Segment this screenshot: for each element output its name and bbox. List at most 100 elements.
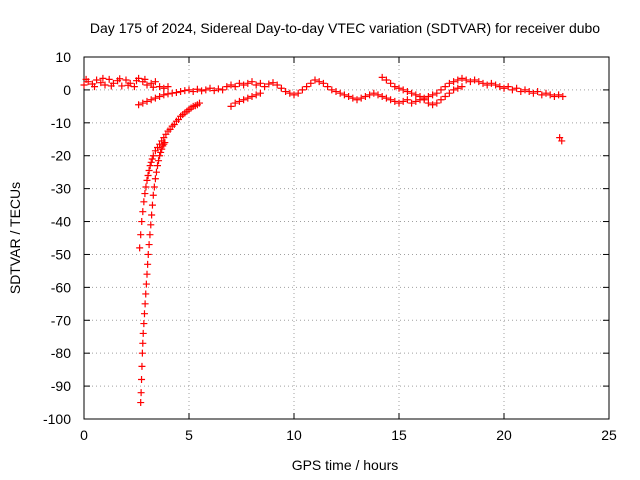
data-point [148, 201, 156, 209]
data-point [140, 320, 148, 328]
data-point [403, 88, 411, 96]
data-point [424, 92, 432, 100]
data-point [517, 88, 525, 96]
data-point [219, 86, 227, 94]
data-point [151, 175, 159, 183]
data-point [138, 349, 146, 357]
grid-lines [84, 57, 609, 419]
data-point [361, 92, 369, 100]
data-point [231, 83, 239, 91]
y-tick-label: 10 [55, 49, 71, 65]
data-point [160, 140, 168, 148]
data-point [529, 89, 537, 97]
data-point [542, 89, 550, 97]
data-point [492, 81, 500, 89]
data-point [160, 91, 168, 99]
data-point [139, 329, 147, 337]
data-point [471, 76, 479, 84]
data-point [450, 78, 458, 86]
data-point [504, 83, 512, 91]
data-point [445, 89, 453, 97]
data-point [496, 83, 504, 91]
data-point [307, 79, 315, 87]
data-point [144, 171, 152, 179]
data-point [157, 148, 165, 156]
y-tick-label: 0 [63, 82, 71, 98]
y-axis-label: SDTVAR / TECUs [7, 182, 23, 294]
data-point [521, 86, 529, 94]
series-recovery-curve [136, 99, 203, 252]
x-tick-label: 15 [391, 427, 407, 443]
y-tick-label: -90 [51, 378, 71, 394]
data-point [80, 81, 88, 89]
y-tick-label: -40 [51, 214, 71, 230]
data-point [139, 208, 147, 216]
data-point [148, 155, 156, 163]
data-point [450, 86, 458, 94]
data-point [130, 83, 138, 91]
data-point [156, 92, 164, 100]
data-point [437, 86, 445, 94]
data-point [154, 162, 161, 170]
data-point [378, 73, 386, 81]
data-point [336, 89, 344, 97]
data-point [206, 84, 214, 92]
data-points [80, 73, 567, 407]
data-point [240, 81, 248, 89]
data-point [462, 76, 470, 84]
data-point [244, 94, 252, 102]
data-point [391, 83, 399, 91]
data-point [244, 79, 252, 87]
data-point [424, 99, 432, 107]
x-axis-label: GPS time / hours [292, 457, 399, 473]
data-point [138, 376, 146, 384]
data-point [156, 152, 164, 160]
y-tick-label: -80 [51, 345, 71, 361]
data-point [145, 241, 153, 249]
data-point [143, 97, 151, 105]
data-point [196, 99, 203, 107]
data-point [143, 176, 151, 184]
data-point [311, 76, 319, 84]
data-point [441, 92, 449, 100]
data-point [164, 90, 172, 98]
data-point [101, 81, 109, 89]
data-point [138, 218, 146, 226]
data-point [105, 75, 113, 83]
data-point [181, 87, 189, 95]
data-point [395, 84, 403, 92]
data-point [454, 84, 462, 92]
data-point [332, 88, 340, 96]
data-point [441, 83, 449, 91]
data-point [147, 221, 155, 229]
data-point [91, 83, 98, 91]
data-point [151, 78, 159, 86]
data-point [412, 91, 420, 99]
data-point [210, 87, 218, 95]
plot-frame [83, 56, 610, 420]
data-point [235, 79, 243, 87]
data-point [223, 83, 231, 91]
data-point [145, 167, 153, 175]
data-point [558, 137, 566, 145]
data-point [340, 91, 348, 99]
data-point [357, 94, 365, 102]
data-point [160, 84, 168, 92]
data-point [366, 91, 374, 99]
data-point [107, 82, 115, 90]
data-point [412, 97, 420, 105]
x-tick-label: 25 [601, 427, 617, 443]
data-point [124, 81, 132, 89]
y-tick-label: -100 [43, 411, 71, 427]
data-point [164, 83, 172, 91]
y-tick-labels: 10 0 -10 -20 -30 -40 -50 -60 -70 -80 -90 -100 [43, 49, 71, 427]
data-point [93, 76, 101, 84]
x-tick-label: 10 [286, 427, 302, 443]
data-point [142, 280, 150, 288]
data-point [353, 96, 361, 104]
data-point [395, 99, 403, 107]
data-point [525, 88, 533, 96]
data-point [345, 92, 353, 100]
x-tick-label: 0 [80, 427, 88, 443]
